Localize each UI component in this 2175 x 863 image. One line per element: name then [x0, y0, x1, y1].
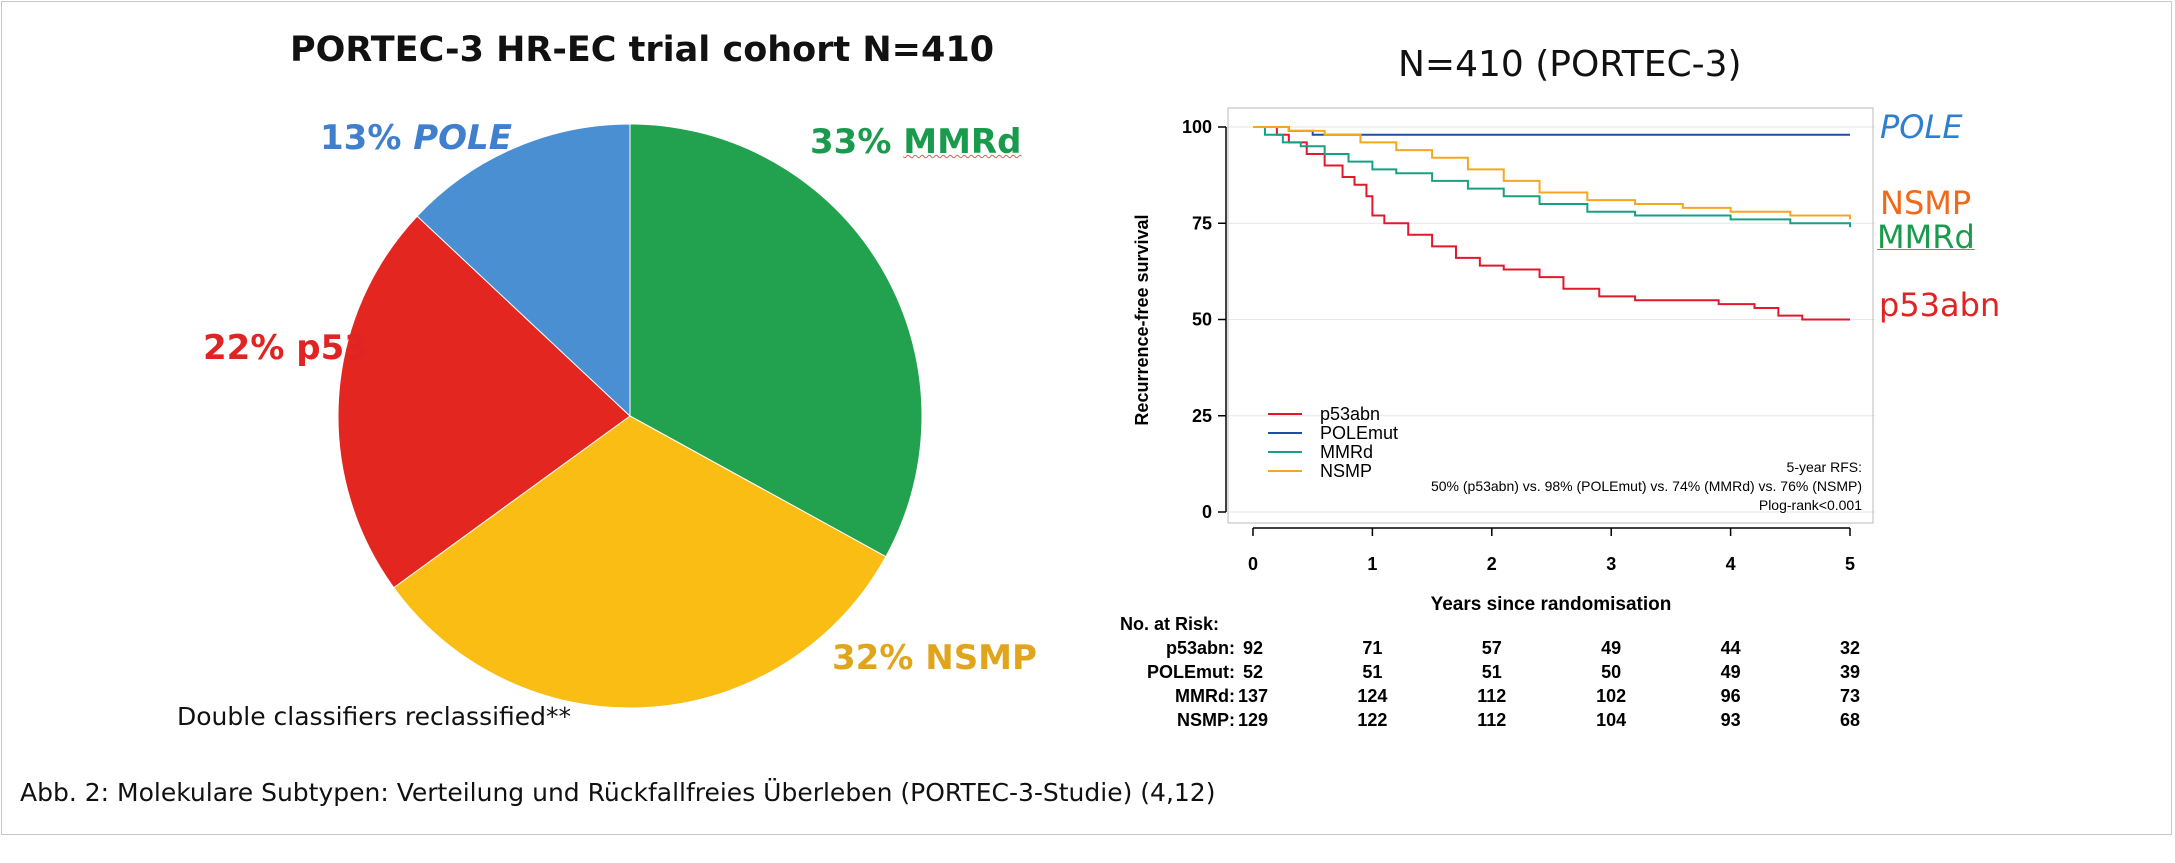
km-series-nsmp	[1253, 126, 1851, 220]
km-y-tick-label: 50	[1192, 310, 1212, 330]
risk-cell: 93	[1720, 710, 1741, 730]
km-chart: 0 25 50 75 100 0 1 2 3 4 5 Years since randomisatio…	[1132, 107, 1875, 615]
pie-slice-pole	[416, 123, 631, 418]
km-legend-label: NSMP	[1320, 461, 1372, 481]
km-x-tick-label: 0	[1248, 554, 1258, 574]
km-series-mmrd	[1253, 126, 1851, 228]
risk-row-label: POLEmut:	[1147, 662, 1235, 682]
risk-cell: 92	[1242, 638, 1264, 658]
risk-cell: 129	[1237, 710, 1269, 730]
pie-chart	[337, 123, 923, 709]
risk-cell: 52	[1242, 662, 1264, 682]
pie-label-mmrd-name: MMRd	[903, 122, 1022, 162]
risk-cell: 104	[1596, 710, 1627, 730]
km-y-tick-label: 75	[1192, 213, 1212, 233]
km-y-tick-label: 0	[1202, 502, 1212, 522]
risk-table-row: NSMP: 129 122 112 104 93 68	[1110, 710, 1870, 734]
km-chart-title: N=410 (PORTEC-3)	[1398, 44, 1742, 85]
km-x-tick-label: 1	[1367, 554, 1377, 574]
pie-slice-p53	[337, 215, 631, 589]
km-y-tick-label: 25	[1192, 406, 1212, 426]
figure-caption: Abb. 2: Molekulare Subtypen: Verteilung …	[20, 778, 1216, 807]
pie-label-mmrd: 33% MMRd	[810, 122, 1021, 162]
km-legend-label: POLEmut	[1320, 423, 1398, 443]
km-series-polemut	[1253, 126, 1850, 136]
pie-label-nsmp: 32% NSMP	[832, 638, 1037, 678]
km-x-tick-label: 3	[1606, 554, 1616, 574]
risk-cell: 44	[1720, 638, 1741, 658]
risk-cell: 51	[1481, 662, 1502, 682]
pie-label-p53-name: p53	[296, 328, 368, 368]
risk-table-row: POLEmut: 52 51 51 50 49 39	[1110, 662, 1870, 686]
pie-label-nsmp-name: NSMP	[925, 638, 1037, 678]
risk-table-header: No. at Risk:	[1120, 614, 1220, 634]
risk-cell: 112	[1477, 686, 1507, 706]
risk-cell: 71	[1362, 638, 1383, 658]
risk-cell: 124	[1357, 686, 1388, 706]
km-series-p53abn	[1253, 126, 1850, 321]
km-plot-box	[1227, 107, 1874, 524]
pie-label-nsmp-pct: 32%	[832, 638, 914, 678]
risk-table-row: MMRd: 137 124 112 102 96 73	[1110, 686, 1870, 710]
risk-cell: 102	[1596, 686, 1627, 706]
pie-label-p53: 22% p53	[203, 328, 368, 368]
risk-row-label: NSMP:	[1177, 710, 1235, 730]
pie-label-mmrd-pct: 33%	[810, 122, 892, 162]
risk-cell: 57	[1481, 638, 1502, 658]
km-x-axis-label: Years since randomisation	[1431, 594, 1672, 615]
risk-cell: 50	[1601, 662, 1622, 682]
risk-cell: 137	[1237, 686, 1269, 706]
end-label-p53abn: p53abn	[1879, 286, 2001, 324]
km-legend-label: MMRd	[1320, 442, 1373, 462]
risk-cell: 49	[1601, 638, 1622, 658]
risk-cell: 39	[1839, 662, 1861, 682]
km-x-tick-label: 5	[1845, 554, 1855, 574]
pie-slice-nsmp	[393, 415, 887, 709]
risk-cell: 73	[1839, 686, 1861, 706]
risk-cell: 68	[1839, 710, 1861, 730]
figure-frame	[1, 1, 2172, 835]
pie-slice-mmrd	[629, 123, 923, 558]
km-annotation-line: Plog-rank<0.001	[1759, 497, 1862, 513]
risk-cell: 32	[1839, 638, 1861, 658]
km-annotation-line: 5-year RFS:	[1787, 459, 1862, 475]
pie-label-pole-name: POLE	[413, 118, 512, 158]
risk-cell: 49	[1720, 662, 1741, 682]
risk-cell: 96	[1720, 686, 1741, 706]
risk-cell: 51	[1362, 662, 1383, 682]
km-y-tick-label: 100	[1182, 117, 1212, 137]
risk-cell: 122	[1357, 710, 1388, 730]
end-label-nsmp: NSMP	[1880, 184, 1972, 222]
pie-label-pole-pct: 13%	[320, 118, 402, 158]
pie-label-p53-pct: 22%	[203, 328, 285, 368]
end-label-mmrd: MMRd	[1877, 218, 1975, 256]
km-x-tick-label: 4	[1726, 554, 1736, 574]
pie-chart-title: PORTEC-3 HR-EC trial cohort N=410	[290, 30, 995, 70]
risk-row-label: MMRd:	[1175, 686, 1235, 706]
pie-label-pole: 13% POLE	[320, 118, 512, 158]
km-legend-label: p53abn	[1320, 404, 1380, 424]
end-label-pole: POLE	[1880, 108, 1963, 146]
km-annotation-line: 50% (p53abn) vs. 98% (POLEmut) vs. 74% (…	[1431, 478, 1862, 494]
risk-row-label: p53abn:	[1165, 638, 1235, 658]
risk-table-row: p53abn: 92 71 57 49 44 32	[1110, 638, 1870, 662]
km-y-axis-label: Recurrence-free survival	[1132, 214, 1152, 425]
km-x-tick-label: 2	[1487, 554, 1497, 574]
footnote: Double classifiers reclassified**	[177, 702, 572, 731]
risk-cell: 112	[1477, 710, 1507, 730]
